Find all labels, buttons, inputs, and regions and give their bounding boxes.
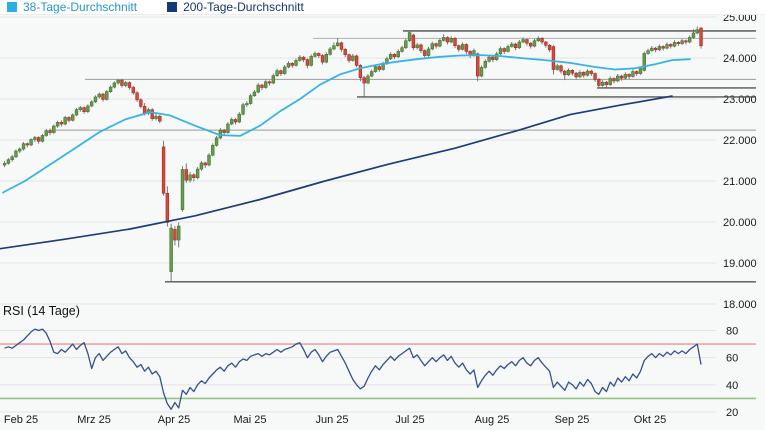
ma200-swatch-icon xyxy=(167,2,178,12)
rsi-axis-label: 40 xyxy=(726,380,738,392)
chart-legend: 38-Tage-Durchschnitt 200-Tage-Durchschni… xyxy=(0,0,765,15)
ma38-swatch-icon xyxy=(7,2,17,12)
x-axis-label: Okt 25 xyxy=(634,414,666,426)
rsi-axis-labels: 80 60 40 20 xyxy=(726,326,738,419)
y-axis-label: 19.000 xyxy=(723,258,757,270)
x-axis-label: Mrz 25 xyxy=(77,414,111,426)
rsi-axis-label: 20 xyxy=(726,407,738,419)
y-axis-labels: 25.000 24.000 23.000 22.000 21.000 20.000 19.0… xyxy=(723,12,757,311)
candles-group xyxy=(2,26,703,282)
y-axis-label: 18.000 xyxy=(723,299,757,311)
ma-200-line xyxy=(0,95,673,250)
x-axis-label: Feb 25 xyxy=(4,414,38,426)
ma-38-line xyxy=(2,54,691,194)
y-axis-label: 21.000 xyxy=(723,176,757,188)
x-axis-label: Apr 25 xyxy=(158,414,190,426)
rsi-line xyxy=(4,328,702,410)
x-axis-label: Mai 25 xyxy=(233,414,266,426)
ma38-legend-label: 38-Tage-Durchschnitt xyxy=(23,0,138,14)
rsi-axis-label: 60 xyxy=(726,353,738,365)
x-axis-label: Jun 25 xyxy=(315,414,348,426)
y-axis-label: 24.000 xyxy=(723,53,757,65)
x-axis-label: Aug 25 xyxy=(475,414,510,426)
x-axis-labels: Feb 25 Mrz 25 Apr 25 Mai 25 Jun 25 Jul 25 Aug … xyxy=(4,414,666,426)
rsi-threshold-lines xyxy=(0,343,756,400)
legend-item-ma200[interactable]: 200-Tage-Durchschnitt xyxy=(167,1,304,13)
y-axis-label: 22.000 xyxy=(723,135,757,147)
y-axis-label: 23.000 xyxy=(723,94,757,106)
legend-item-ma38[interactable]: 38-Tage-Durchschnitt xyxy=(7,1,137,13)
price-gridlines xyxy=(0,16,716,305)
rsi-axis-label: 80 xyxy=(726,326,738,338)
rsi-gridlines xyxy=(0,330,716,413)
y-axis-label: 25.000 xyxy=(723,12,757,24)
rsi-panel-title: RSI (14 Tage) xyxy=(3,304,80,318)
support-resistance-lines xyxy=(50,30,756,283)
ma200-legend-label: 200-Tage-Durchschnitt xyxy=(183,0,304,14)
x-axis-label: Jul 25 xyxy=(395,414,424,426)
y-axis-label: 20.000 xyxy=(723,217,757,229)
x-axis-label: Sep 25 xyxy=(555,414,590,426)
